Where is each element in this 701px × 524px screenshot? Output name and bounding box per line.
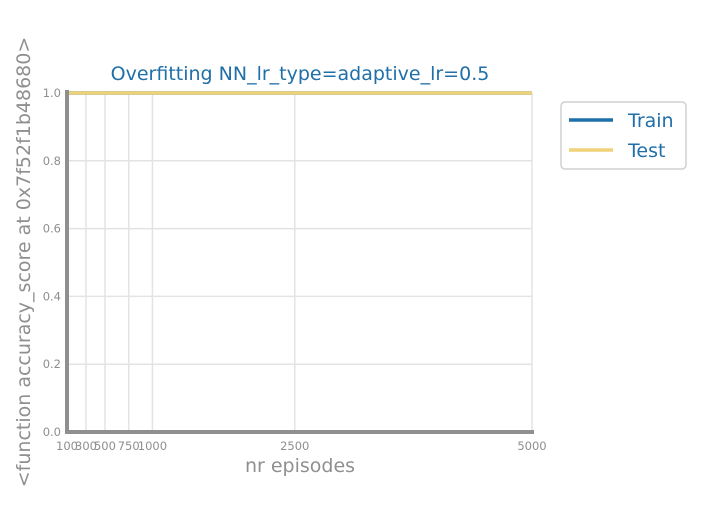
- x-tick-label: 750: [118, 439, 140, 453]
- y-tick-label: 0.0: [43, 425, 61, 439]
- x-tick-label: 100: [56, 439, 78, 453]
- y-axis-label: <function accuracy_score at 0x7f52f1b486…: [13, 37, 35, 488]
- y-tick-label: 0.4: [43, 289, 61, 303]
- axes: [65, 90, 534, 434]
- y-tick-label: 1.0: [43, 86, 61, 100]
- x-tick-label: 500: [94, 439, 116, 453]
- y-tick-label: 0.8: [43, 154, 61, 168]
- x-tick-label: 300: [75, 439, 97, 453]
- legend-label-test: Test: [627, 140, 665, 162]
- x-tick-label: 5000: [517, 439, 546, 453]
- legend-label-train: Train: [627, 110, 674, 132]
- y-tick-label: 0.6: [43, 222, 61, 236]
- x-tick-label: 2500: [280, 439, 309, 453]
- grid: [66, 92, 533, 433]
- x-tick-label: 1000: [138, 439, 167, 453]
- chart-title: Overfitting NN_lr_type=adaptive_lr=0.5: [111, 63, 490, 85]
- y-tick-label: 0.2: [43, 357, 61, 371]
- x-axis-label: nr episodes: [245, 455, 355, 477]
- legend: Train Test: [560, 101, 687, 170]
